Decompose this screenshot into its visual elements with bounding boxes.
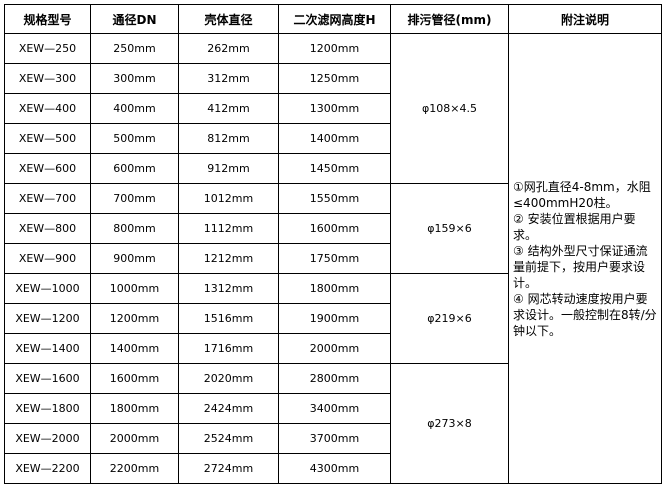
table-cell: 1516mm — [178, 303, 279, 334]
table-row: XEW—1600 1600mm 2020mm 2800mm φ273×8 — [4, 363, 662, 484]
table-cell: XEW—1000 — [4, 273, 91, 304]
table-cell: 1600mm — [278, 213, 391, 244]
table-cell: 1800mm — [278, 273, 391, 304]
note-item: ④ 网芯转动速度按用户要求设计。一般控制在8转/分钟以下。 — [513, 291, 657, 338]
table-cell: XEW—400 — [4, 93, 91, 124]
header-row: 规格型号 通径DN 壳体直径 二次滤网高度H 排污管径(mm) 附注说明 — [4, 4, 662, 34]
table-cell: 1212mm — [178, 243, 279, 274]
table-cell: XEW—2200 — [4, 453, 91, 484]
table-cell: XEW—600 — [4, 153, 91, 184]
table-cell: 3400mm — [278, 393, 391, 424]
table-cell: 2724mm — [178, 453, 279, 484]
table-cell: 900mm — [90, 243, 179, 274]
table-cell: 1400mm — [90, 333, 179, 364]
note-item: ①网孔直径4-8mm，水阻≤400mmH20柱。 — [513, 179, 651, 210]
table-cell: XEW—1200 — [4, 303, 91, 334]
table-cell: 2424mm — [178, 393, 279, 424]
table-cell: 300mm — [90, 63, 179, 94]
table-row: XEW—600 600mm 912mm 1450mm — [4, 153, 662, 184]
table-cell: 700mm — [90, 183, 179, 214]
note-item: ② 安装位置根据用户要求。 — [513, 211, 636, 242]
column-header: 通径DN — [90, 4, 179, 34]
table-cell: 912mm — [178, 153, 279, 184]
table-row: XEW—250 250mm 262mm 1200mm φ108×4.5 ①网孔直径4-8m… — [4, 33, 662, 484]
spec-table: 规格型号 通径DN 壳体直径 二次滤网高度H 排污管径(mm) 附注说明 XEW—250 2… — [4, 4, 662, 484]
table-cell: 1312mm — [178, 273, 279, 304]
table-cell: XEW—700 — [4, 183, 91, 214]
table-cell: 2800mm — [278, 363, 391, 394]
table-cell: 600mm — [90, 153, 179, 184]
table-cell: 1200mm — [90, 303, 179, 334]
column-header: 壳体直径 — [178, 4, 279, 34]
table-cell: 400mm — [90, 93, 179, 124]
table-cell: 1750mm — [278, 243, 391, 274]
table-cell: 1300mm — [278, 93, 391, 124]
table-cell: XEW—250 — [4, 33, 91, 64]
table-row: XEW—300 300mm 312mm 1250mm — [4, 63, 662, 94]
table-cell: 2200mm — [90, 453, 179, 484]
table-cell: XEW—900 — [4, 243, 91, 274]
drain-diameter-cell: φ273×8 — [390, 363, 509, 484]
table-cell: 1600mm — [90, 363, 179, 394]
table-cell: 250mm — [90, 33, 179, 64]
table-cell: 1550mm — [278, 183, 391, 214]
table-cell: XEW—1400 — [4, 333, 91, 364]
table-cell: 412mm — [178, 93, 279, 124]
table-cell: 2020mm — [178, 363, 279, 394]
table-cell: 2000mm — [90, 423, 179, 454]
table-row: XEW—900 900mm 1212mm 1750mm — [4, 243, 662, 274]
table-cell: 812mm — [178, 123, 279, 154]
table-row: XEW—500 500mm 812mm 1400mm — [4, 123, 662, 154]
table-row: XEW—1800 1800mm 2424mm 3400mm — [4, 393, 662, 424]
notes-cell: ①网孔直径4-8mm，水阻≤400mmH20柱。 ② 安装位置根据用户要求。 ③ 结… — [508, 33, 662, 484]
table-cell: XEW—500 — [4, 123, 91, 154]
table-cell: 2000mm — [278, 333, 391, 364]
table-cell: XEW—2000 — [4, 423, 91, 454]
table-cell: 2524mm — [178, 423, 279, 454]
table-cell: 1716mm — [178, 333, 279, 364]
table-row: XEW—700 700mm 1012mm 1550mm φ159×6 — [4, 183, 662, 274]
drain-diameter-cell: φ219×6 — [390, 273, 509, 364]
table-cell: 262mm — [178, 33, 279, 64]
table-row: XEW—400 400mm 412mm 1300mm — [4, 93, 662, 124]
table-cell: XEW—300 — [4, 63, 91, 94]
drain-diameter-cell: φ108×4.5 — [390, 33, 509, 184]
table-cell: 1400mm — [278, 123, 391, 154]
table-row: XEW—2200 2200mm 2724mm 4300mm — [4, 453, 662, 484]
table-cell: 800mm — [90, 213, 179, 244]
table-row: XEW—1000 1000mm 1312mm 1800mm φ219×6 — [4, 273, 662, 364]
column-header: 附注说明 — [508, 4, 662, 34]
table-cell: XEW—800 — [4, 213, 91, 244]
table-row: XEW—800 800mm 1112mm 1600mm — [4, 213, 662, 244]
column-header: 规格型号 — [4, 4, 91, 34]
table-cell: 4300mm — [278, 453, 391, 484]
table-cell: XEW—1600 — [4, 363, 91, 394]
table-cell: 1112mm — [178, 213, 279, 244]
table-cell: 1012mm — [178, 183, 279, 214]
table-cell: 1800mm — [90, 393, 179, 424]
table-cell: 1900mm — [278, 303, 391, 334]
note-item: ③ 结构外型尺寸保证通流量前提下，按用户要求设计。 — [513, 243, 648, 290]
column-header: 二次滤网高度H — [278, 4, 391, 34]
table-cell: 500mm — [90, 123, 179, 154]
drain-diameter-cell: φ159×6 — [390, 183, 509, 274]
table-cell: 1000mm — [90, 273, 179, 304]
table-cell: 1250mm — [278, 63, 391, 94]
column-header: 排污管径(mm) — [390, 4, 509, 34]
table-cell: 3700mm — [278, 423, 391, 454]
table-cell: 1200mm — [278, 33, 391, 64]
table-cell: 312mm — [178, 63, 279, 94]
table-cell: 1450mm — [278, 153, 391, 184]
table-cell: XEW—1800 — [4, 393, 91, 424]
table-row: XEW—2000 2000mm 2524mm 3700mm — [4, 423, 662, 454]
